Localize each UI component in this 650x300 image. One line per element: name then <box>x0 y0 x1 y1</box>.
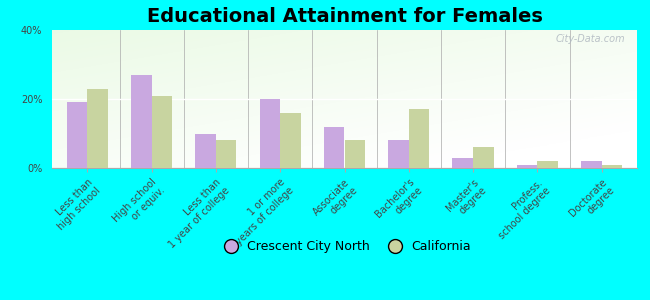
Bar <box>581 161 602 168</box>
Bar <box>473 147 493 168</box>
Bar <box>452 158 473 168</box>
Bar <box>324 127 344 168</box>
Legend: Crescent City North, California: Crescent City North, California <box>213 235 476 258</box>
Bar <box>409 109 430 168</box>
Bar <box>280 113 301 168</box>
Bar <box>602 164 622 168</box>
Bar <box>344 140 365 168</box>
Bar <box>216 140 237 168</box>
Bar <box>67 102 87 168</box>
Bar <box>517 164 538 168</box>
Bar <box>538 161 558 168</box>
Text: City-Data.com: City-Data.com <box>556 34 625 44</box>
Title: Educational Attainment for Females: Educational Attainment for Females <box>146 7 543 26</box>
Bar <box>151 95 172 168</box>
Bar <box>388 140 409 168</box>
Bar <box>196 134 216 168</box>
Bar <box>259 99 280 168</box>
Bar <box>87 88 108 168</box>
Bar <box>131 75 151 168</box>
